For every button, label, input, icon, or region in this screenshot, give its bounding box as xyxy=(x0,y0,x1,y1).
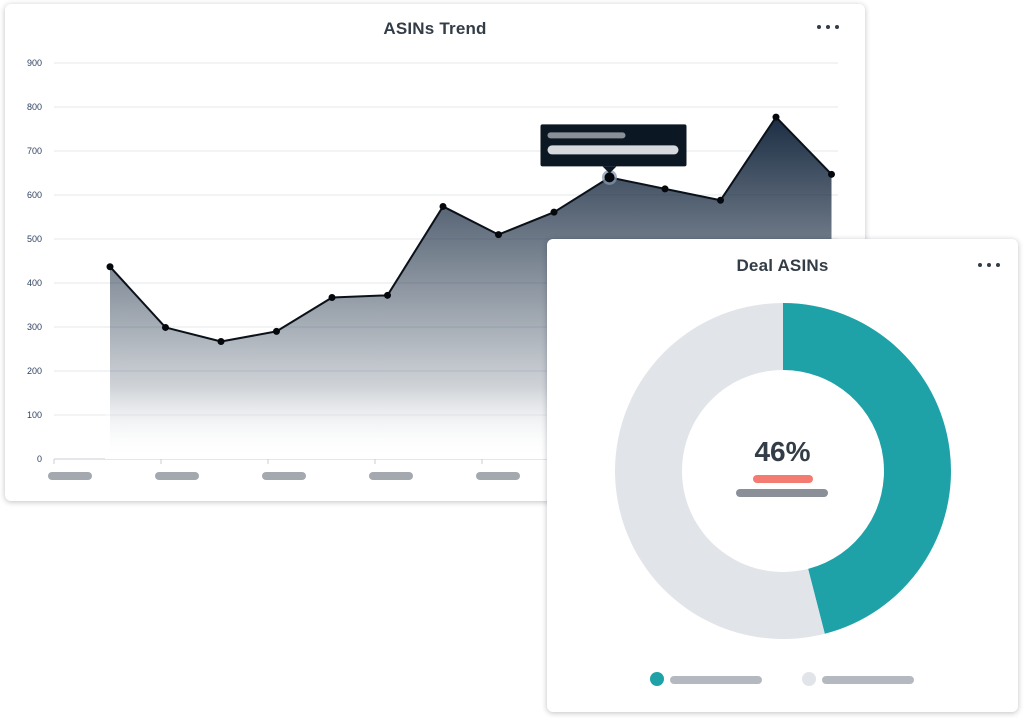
data-point xyxy=(828,170,835,178)
highlighted-data-point xyxy=(604,172,615,183)
data-point xyxy=(772,113,780,121)
data-point xyxy=(106,263,114,271)
trend-more-menu-icon[interactable] xyxy=(817,21,839,33)
legend-swatch-gray xyxy=(802,672,816,686)
tooltip-title-placeholder xyxy=(547,132,626,139)
y-tick-label: 900 xyxy=(27,58,42,68)
x-tick-placeholder xyxy=(476,472,520,480)
y-tick-label: 0 xyxy=(37,454,42,464)
data-point xyxy=(162,323,169,331)
data-point xyxy=(217,338,225,346)
y-tick-label: 100 xyxy=(27,410,42,420)
deal-card-title: Deal ASINs xyxy=(736,256,829,275)
data-point xyxy=(384,291,391,299)
deal-more-menu-icon[interactable] xyxy=(978,259,1000,271)
tooltip-arrow xyxy=(602,166,617,174)
donut-slice xyxy=(615,303,825,639)
data-point xyxy=(439,202,447,210)
y-tick-label: 600 xyxy=(27,190,42,200)
data-point xyxy=(661,185,669,193)
tooltip-value-placeholder xyxy=(547,145,679,155)
y-tick-label: 800 xyxy=(27,102,42,112)
x-tick-placeholder xyxy=(155,472,199,480)
y-tick-label: 200 xyxy=(27,366,42,376)
center-sublabel-placeholder xyxy=(736,489,828,497)
legend-label-placeholder xyxy=(670,676,762,684)
data-point xyxy=(550,208,558,216)
deal-asins-card: Deal ASINs 46% xyxy=(547,239,1018,712)
data-point xyxy=(328,294,336,302)
donut-slice xyxy=(783,303,952,634)
legend-label-placeholder xyxy=(822,676,914,684)
point-tooltip xyxy=(540,124,687,174)
x-tick-placeholder xyxy=(369,472,413,480)
y-tick-label: 400 xyxy=(27,278,42,288)
center-label-placeholder xyxy=(753,475,813,483)
y-tick-label: 700 xyxy=(27,146,42,156)
legend-swatch-teal xyxy=(650,672,664,686)
y-tick-label: 500 xyxy=(27,234,42,244)
data-point xyxy=(717,196,724,204)
x-tick-placeholder xyxy=(262,472,306,480)
x-tick-placeholder xyxy=(48,472,92,480)
data-point xyxy=(495,231,502,239)
y-tick-label: 300 xyxy=(27,322,42,332)
trend-card-title: ASINs Trend xyxy=(383,19,487,38)
deal-asins-donut-chart xyxy=(615,303,952,639)
donut-center-value: 46% xyxy=(754,436,811,467)
data-point xyxy=(273,327,280,335)
series-line xyxy=(109,116,833,343)
